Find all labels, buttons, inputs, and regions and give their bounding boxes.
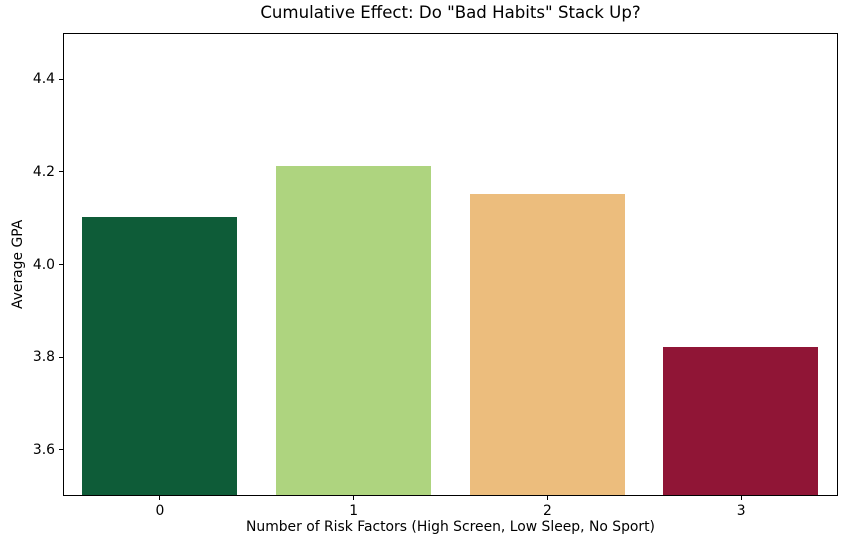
x-tick-mark	[353, 496, 355, 500]
y-tick-mark	[59, 171, 63, 173]
x-tick-label: 1	[349, 503, 359, 519]
bar-0	[82, 217, 238, 495]
x-tick-mark	[546, 496, 548, 500]
x-tick-label: 0	[155, 503, 165, 519]
y-tick-mark	[59, 263, 63, 266]
y-tick-mark	[59, 449, 63, 451]
bar-2	[469, 194, 625, 495]
bar-3	[663, 346, 819, 495]
chart-title: Cumulative Effect: Do "Bad Habits" Stack…	[260, 3, 641, 22]
x-axis-label: Number of Risk Factors (High Screen, Low…	[246, 519, 655, 535]
y-tick-mark	[59, 78, 63, 80]
x-tick-label: 2	[542, 503, 552, 519]
y-tick-mark	[59, 356, 63, 358]
y-tick-label: 4.0	[32, 256, 55, 273]
y-tick-label: 4.2	[32, 163, 55, 180]
y-tick-label: 3.6	[32, 441, 55, 458]
x-tick-mark	[159, 496, 161, 500]
y-tick-label: 4.4	[32, 71, 55, 88]
y-tick-label: 3.8	[32, 349, 55, 366]
bar-1	[275, 166, 431, 495]
x-tick-mark	[740, 496, 742, 500]
plot-area	[63, 33, 838, 496]
x-tick-label: 3	[736, 503, 746, 519]
